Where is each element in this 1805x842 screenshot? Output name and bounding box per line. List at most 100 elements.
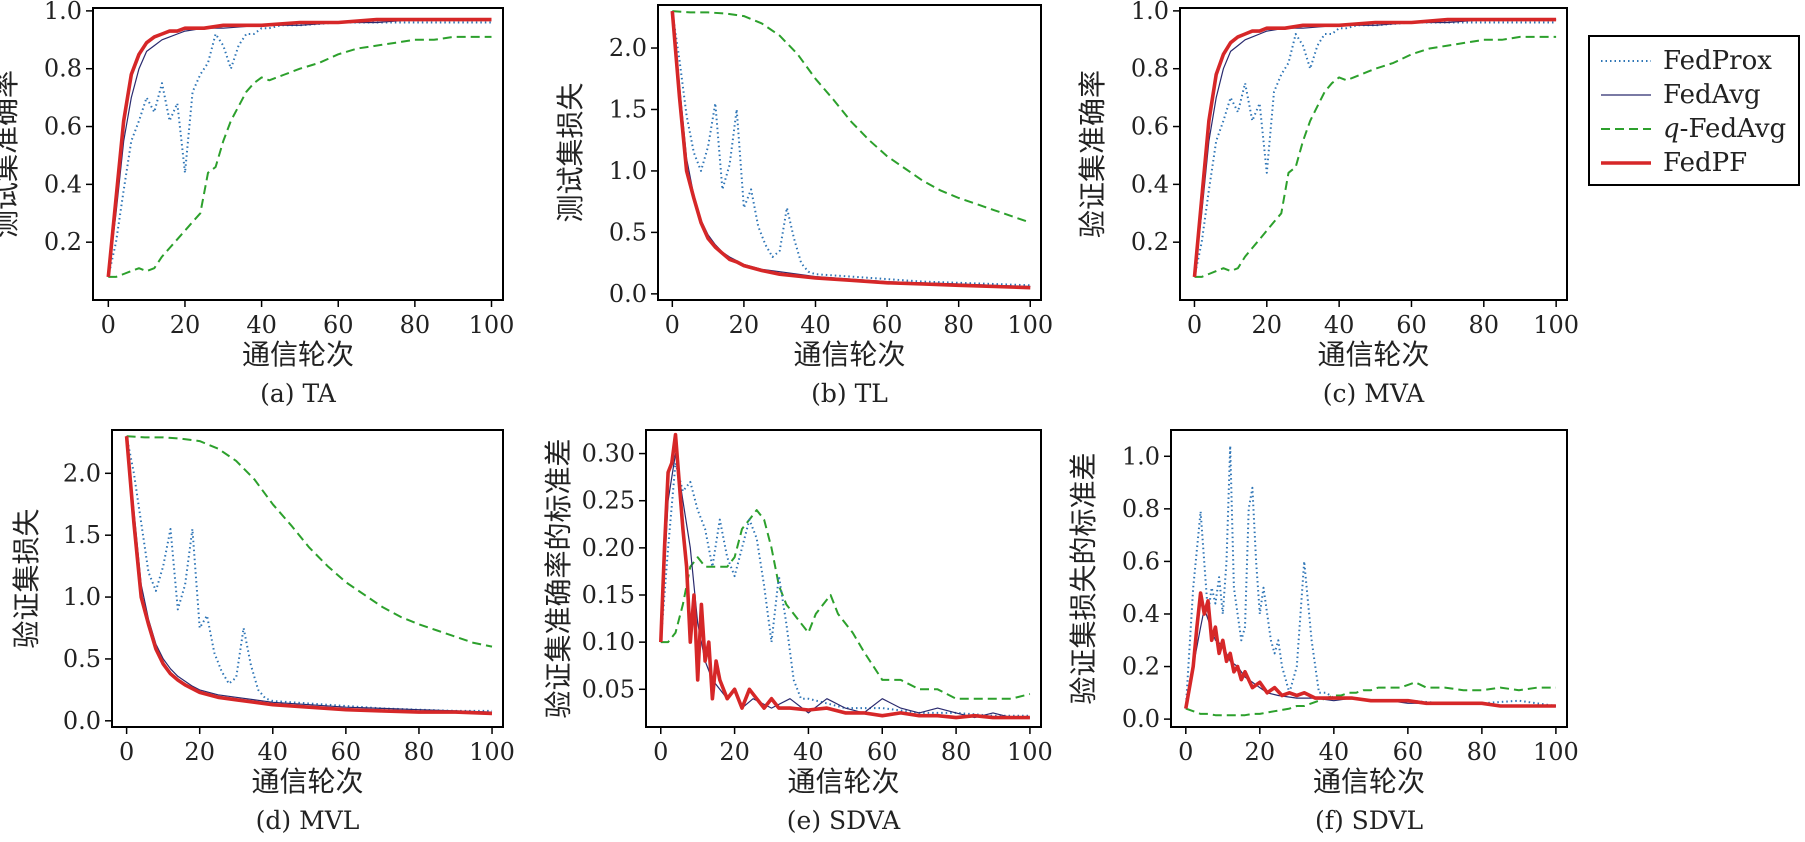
y-axis-label: 验证集损失	[10, 508, 43, 648]
x-tick-label: 0	[653, 738, 668, 766]
series-line-fedprox	[107, 21, 492, 278]
panel-caption: (e) SDVA	[787, 806, 901, 835]
y-tick-label: 0.20	[582, 534, 635, 562]
panel-caption: (b) TL	[811, 379, 888, 408]
series-line-fedavg	[107, 19, 492, 277]
series-line-fedpf	[670, 10, 1031, 290]
y-tick-label: 0.4	[44, 170, 82, 198]
x-axis-label: 通信轮次	[793, 338, 905, 371]
x-tick-label: 0	[1178, 738, 1193, 766]
legend-label-rest: -FedAvg	[1680, 114, 1787, 144]
y-tick-label: 0.6	[1122, 547, 1160, 575]
x-tick-label: 60	[1393, 738, 1424, 766]
x-tick-label: 20	[719, 738, 750, 766]
panel-caption: (f) SDVL	[1315, 806, 1423, 835]
series-line-fedavg	[1193, 19, 1557, 277]
y-tick-label: 0.05	[582, 675, 635, 703]
y-tick-label: 0.6	[44, 113, 82, 141]
x-tick-label: 40	[258, 738, 289, 766]
y-tick-label: 0.4	[1131, 170, 1169, 198]
series-line-fedpf	[1192, 17, 1557, 278]
x-tick-label: 80	[1469, 311, 1500, 339]
series-line-fedprox	[125, 436, 492, 712]
series-line-q-fedavg	[108, 35, 492, 278]
series-line-fedprox	[1184, 444, 1557, 709]
x-axis-label: 通信轮次	[242, 338, 354, 371]
series-line-q-fedavg	[126, 435, 493, 648]
x-axis-label: 通信轮次	[787, 765, 899, 798]
x-tick-label: 60	[1396, 311, 1427, 339]
x-axis-label: 通信轮次	[1317, 338, 1429, 371]
x-tick-label: 100	[1533, 738, 1579, 766]
y-axis-label: 测试集准确率	[0, 70, 22, 238]
legend-label: FedAvg	[1663, 80, 1761, 110]
x-tick-label: 40	[246, 311, 277, 339]
y-tick-label: 0.0	[1122, 705, 1160, 733]
y-tick-label: 0.25	[582, 487, 635, 515]
y-tick-label: 1.0	[44, 0, 82, 25]
series-line-fedprox	[1193, 21, 1557, 278]
y-tick-label: 0.6	[1131, 113, 1169, 141]
y-axis-label: 验证集损失的标准差	[1067, 452, 1100, 704]
panel-caption: (a) TA	[260, 379, 337, 408]
y-tick-label: 0.8	[1131, 55, 1169, 83]
y-axis-label: 测试集损失	[554, 82, 587, 222]
chart-panel-mva: 0 20 40 60 80 100 0.2 0.4 0.6 0.8 1.0 通信轮次 验证集准确率 (c)…	[1076, 0, 1579, 408]
series-line-fedavg	[671, 11, 1031, 288]
panel-caption: (c) MVA	[1323, 379, 1425, 408]
y-tick-label: 1.0	[63, 583, 101, 611]
x-tick-label: 40	[1319, 738, 1350, 766]
series-line-fedpf	[106, 17, 492, 278]
y-tick-label: 0.8	[44, 55, 82, 83]
panel-caption: (d) MVL	[256, 806, 360, 835]
x-tick-label: 20	[729, 311, 760, 339]
y-tick-label: 1.0	[1122, 442, 1160, 470]
chart-panel-ta: 0 20 40 60 80 100 0.2 0.4 0.6 0.8 1.0 通信轮次 测试集准确率 (a)…	[0, 0, 514, 408]
y-tick-label: 0.2	[44, 228, 82, 256]
series-line-q-fedavg	[672, 10, 1031, 224]
chart-panel-sdva: 0 20 40 60 80 100 0.05 0.10 0.15 0.20 0.25 0.30 通信轮次…	[542, 429, 1053, 835]
y-axis-label: 验证集准确率的标准差	[542, 438, 575, 718]
x-tick-label: 80	[400, 311, 431, 339]
x-tick-label: 100	[1533, 311, 1579, 339]
x-tick-label: 80	[941, 738, 972, 766]
x-tick-label: 0	[1187, 311, 1202, 339]
plot-frame	[92, 7, 504, 301]
plot-frame	[1170, 429, 1568, 728]
y-tick-label: 1.5	[63, 521, 101, 549]
series-line-fedavg	[1185, 608, 1556, 709]
series-line-fedprox	[659, 462, 1030, 717]
plot-frame	[645, 429, 1042, 728]
x-tick-label: 20	[184, 738, 215, 766]
x-tick-label: 80	[943, 311, 974, 339]
x-tick-label: 40	[800, 311, 831, 339]
plot-frame	[657, 4, 1042, 301]
plot-frame	[1179, 7, 1568, 301]
x-tick-label: 100	[1007, 311, 1053, 339]
x-tick-label: 0	[101, 311, 116, 339]
legend: FedProx FedAvg q-FedAvg FedPF	[1588, 35, 1800, 186]
series-line-fedavg	[126, 436, 493, 713]
y-tick-label: 0.15	[582, 581, 635, 609]
y-tick-label: 0.4	[1122, 600, 1160, 628]
x-tick-label: 40	[793, 738, 824, 766]
x-tick-label: 60	[867, 738, 898, 766]
chart-panels: 0 20 40 60 80 100 0.2 0.4 0.6 0.8 1.0 通信轮次 测试集准确率 (a)…	[0, 0, 1579, 835]
series-line-fedavg	[660, 453, 1030, 719]
series-line-fedpf	[659, 432, 1030, 720]
y-tick-label: 0.8	[1122, 495, 1160, 523]
legend-label: q-FedAvg	[1663, 114, 1786, 144]
x-tick-label: 100	[469, 311, 515, 339]
y-tick-label: 0.2	[1131, 228, 1169, 256]
x-tick-label: 0	[119, 738, 134, 766]
x-tick-label: 80	[404, 738, 435, 766]
y-tick-label: 0.10	[582, 628, 635, 656]
y-tick-label: 1.5	[609, 95, 647, 123]
series-line-q-fedavg	[1194, 35, 1557, 278]
y-tick-label: 0.0	[63, 707, 101, 735]
y-tick-label: 1.0	[609, 157, 647, 185]
series-line-fedprox	[671, 10, 1031, 287]
y-tick-label: 0.30	[582, 440, 635, 468]
x-tick-label: 20	[170, 311, 201, 339]
